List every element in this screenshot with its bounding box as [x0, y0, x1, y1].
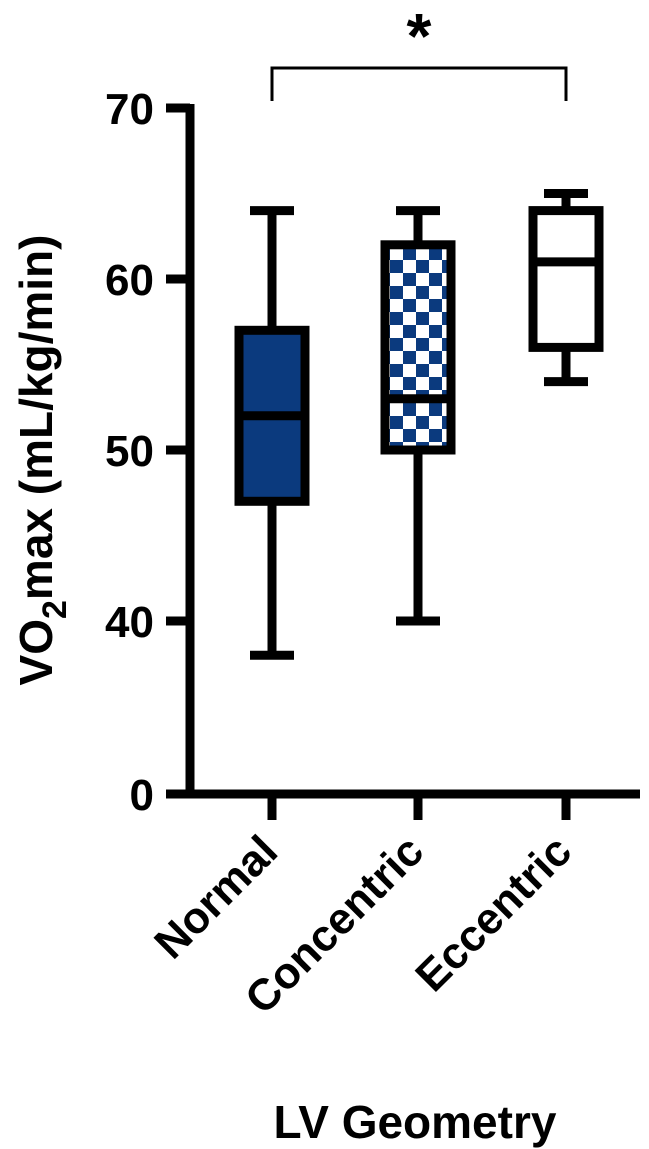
- significance-bracket: *: [270, 0, 568, 101]
- iqr-box: [380, 240, 456, 455]
- x-category-label: Eccentric: [406, 826, 581, 1001]
- box-normal: [234, 206, 310, 660]
- y-tick-label: 0: [130, 771, 154, 820]
- y-tick-label: 60: [105, 256, 154, 305]
- box-eccentric: [528, 189, 604, 387]
- box-concentric: [380, 206, 456, 626]
- y-tick-label: 40: [105, 598, 154, 647]
- significance-star: *: [407, 0, 432, 72]
- y-tick-label: 70: [105, 85, 154, 134]
- x-category-label: Normal: [145, 826, 287, 968]
- x-axis-title: LV Geometry: [274, 1096, 557, 1148]
- iqr-box: [528, 206, 604, 352]
- y-axis-title: VO2max (mL/kg/min): [10, 235, 74, 686]
- y-axis: 0 40 50 60 70: [105, 85, 195, 820]
- bracket-line: [270, 66, 568, 101]
- boxes-layer: [234, 189, 604, 660]
- y-tick-label: 50: [105, 427, 154, 476]
